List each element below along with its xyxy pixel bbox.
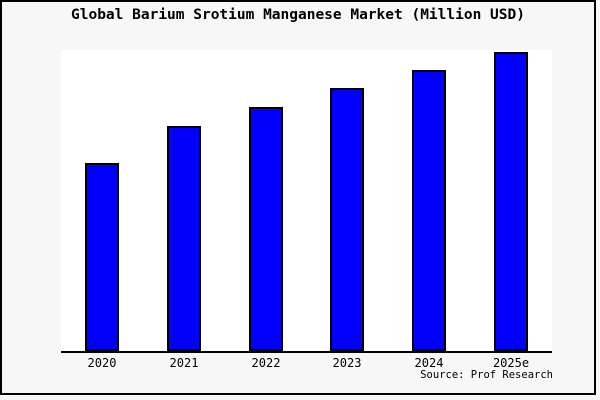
x-tick-label-2024: 2024 <box>414 356 444 370</box>
plot-area <box>61 50 552 353</box>
bar-2024 <box>412 70 446 351</box>
x-axis-labels: 2020 2021 2022 2023 2024 2025e <box>61 356 552 372</box>
bar-2023 <box>330 88 364 351</box>
source-note: Source: Prof Research <box>420 369 553 381</box>
bar-2022 <box>249 107 283 351</box>
x-tick-label-2023: 2023 <box>332 356 362 370</box>
chart-title: Global Barium Srotium Manganese Market (… <box>71 7 525 23</box>
bar-2020 <box>85 163 119 351</box>
x-tick-label-2022: 2022 <box>251 356 281 370</box>
x-tick-label-2025e: 2025e <box>492 356 530 370</box>
bar-2021 <box>167 126 201 351</box>
bar-2025e <box>494 52 528 351</box>
x-tick-label-2020: 2020 <box>87 356 117 370</box>
x-tick-label-2021: 2021 <box>169 356 199 370</box>
